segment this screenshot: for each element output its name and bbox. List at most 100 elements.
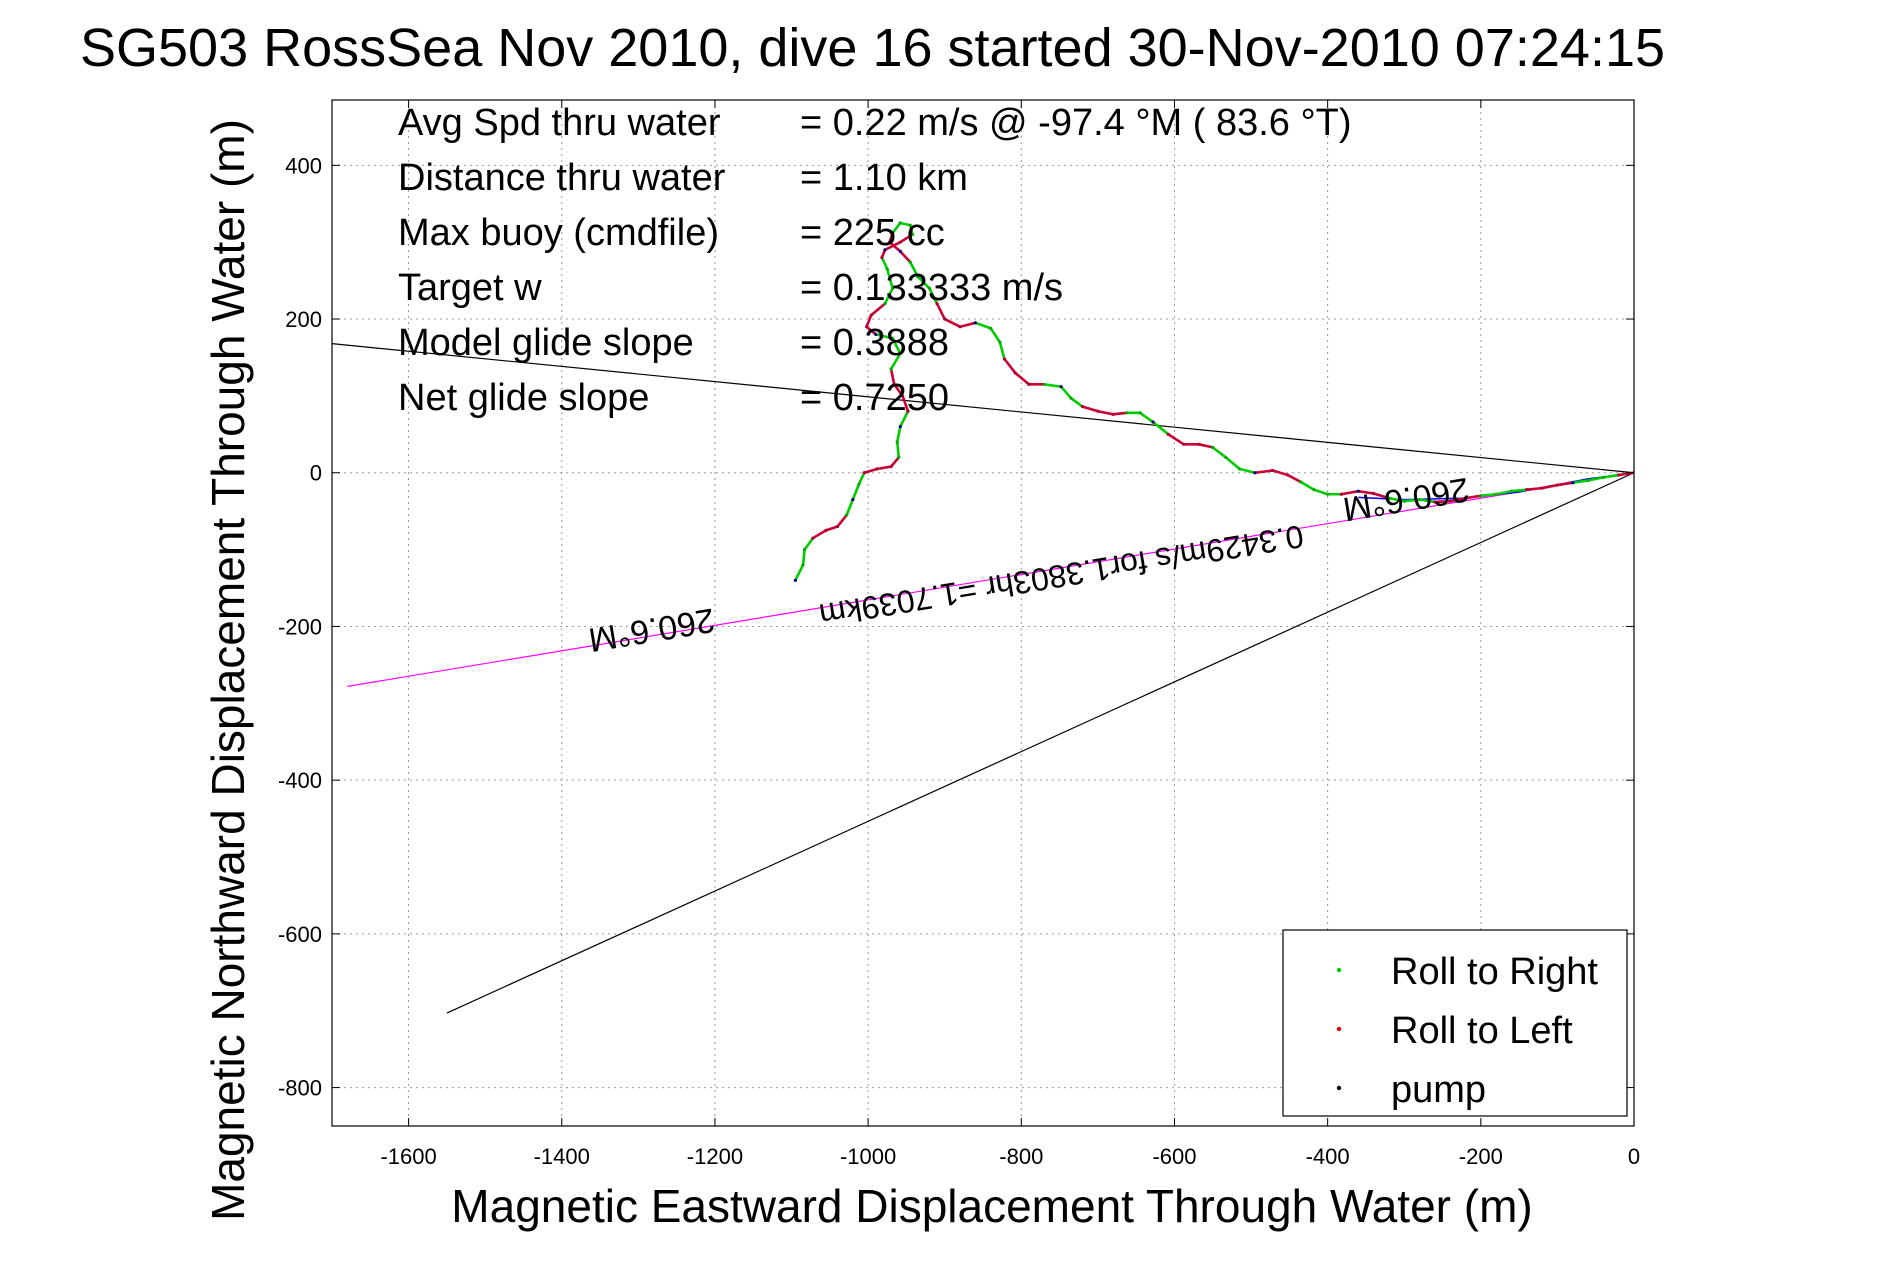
track-point [1387, 496, 1391, 500]
x-tick-label: -200 [1459, 1144, 1503, 1169]
legend-marker [1336, 1026, 1342, 1032]
track-point [1571, 481, 1575, 485]
track-segment [891, 221, 902, 235]
stat-value: = 1.10 km [800, 157, 968, 199]
track-segment [1571, 479, 1590, 485]
track-segment [851, 482, 861, 501]
stat-value: = 0.22 m/s @ -97.4 °M ( 83.6 °T) [800, 102, 1352, 144]
track-point [802, 547, 807, 552]
track-point [973, 321, 977, 325]
track-segment [845, 498, 855, 517]
track-segment [1372, 492, 1391, 500]
track-segment [1224, 456, 1241, 471]
track-point [1299, 480, 1303, 484]
track-point [869, 313, 873, 317]
track-segment [1096, 409, 1115, 416]
track-point [1211, 445, 1215, 449]
stat-label: Net glide slope [398, 377, 649, 419]
track-segment [1299, 480, 1316, 491]
annotation-label: 260.6°M [586, 600, 718, 658]
track-point [1494, 492, 1498, 496]
y-tick-label: -600 [278, 922, 322, 947]
track-point [1463, 496, 1468, 500]
track-point [887, 240, 892, 244]
track-segment [1271, 469, 1290, 477]
track-segment [1464, 494, 1483, 500]
track-segment [801, 548, 806, 567]
track-point [889, 367, 893, 371]
track-segment [901, 394, 910, 413]
track-segment [836, 513, 848, 528]
track-segment [865, 313, 873, 329]
track-segment [883, 286, 894, 305]
track-segment [1402, 498, 1421, 503]
track-segment [1312, 488, 1329, 496]
track-point [1601, 475, 1605, 479]
track-segment [869, 302, 887, 317]
track-segment [889, 367, 896, 386]
track-segment [1418, 498, 1437, 504]
track-segment [1433, 499, 1452, 504]
track-segment [898, 221, 912, 227]
track-point [1479, 494, 1483, 498]
track-segment [1540, 483, 1559, 490]
track-point [883, 302, 887, 306]
track-point [824, 528, 828, 532]
track-segment [943, 317, 962, 329]
track-segment [916, 275, 931, 290]
legend-box [1282, 929, 1628, 1117]
track-segment [1238, 467, 1257, 475]
track-point [862, 471, 866, 475]
glider-track [793, 221, 1634, 582]
track-segment [880, 256, 889, 271]
plot-frame [331, 99, 1635, 1127]
track-point [908, 260, 912, 264]
track-segment [958, 321, 977, 329]
track-point [1237, 467, 1242, 471]
track-segment [928, 286, 939, 305]
track-point [898, 425, 902, 429]
track-point [851, 498, 855, 502]
track-point [889, 464, 893, 469]
track-point [1555, 483, 1560, 487]
track-point [891, 286, 895, 290]
x-tick-label: -1000 [840, 1144, 896, 1169]
track-segment [1211, 446, 1228, 459]
track-segment [898, 409, 910, 428]
track-point [908, 223, 912, 227]
track-point [898, 221, 902, 225]
track-point [958, 325, 962, 329]
track-segment [1042, 383, 1063, 388]
track-point [898, 240, 902, 244]
track-segment [1510, 488, 1529, 493]
track-point [1197, 442, 1201, 446]
x-tick-label: 0 [1628, 1144, 1640, 1169]
track-point [1111, 412, 1115, 416]
annotation-label: 0.3429m/s for1.3803hr =1.7039km [817, 518, 1306, 634]
track-point [885, 267, 889, 271]
track-segment [998, 340, 1006, 361]
axes-frame: -1600 -1400 -1200 -1000 -800 -600 -400 -200 0 -80… [278, 99, 1640, 1169]
stat-label: Model glide slope [398, 322, 694, 364]
track-point [910, 232, 915, 237]
track-point [811, 536, 815, 540]
track-segment [908, 260, 920, 279]
track-segment [891, 336, 902, 355]
track-point [1096, 409, 1100, 413]
track-point [1138, 411, 1142, 415]
track-segment [794, 563, 805, 582]
x-tick-label: -1600 [380, 1144, 436, 1169]
track-point [935, 302, 939, 306]
legend-label: pump [1391, 1069, 1486, 1111]
x-axis-label: Magnetic Eastward Displacement Through W… [451, 1180, 1532, 1232]
track-segment [895, 440, 901, 459]
track-point [927, 286, 931, 290]
track-point [1448, 499, 1452, 503]
track-segment [1356, 489, 1375, 495]
y-tick-label: -400 [278, 768, 322, 793]
track-segment [888, 240, 902, 253]
track-point [1042, 382, 1046, 386]
track-segment [874, 333, 894, 340]
track-point [898, 352, 902, 356]
